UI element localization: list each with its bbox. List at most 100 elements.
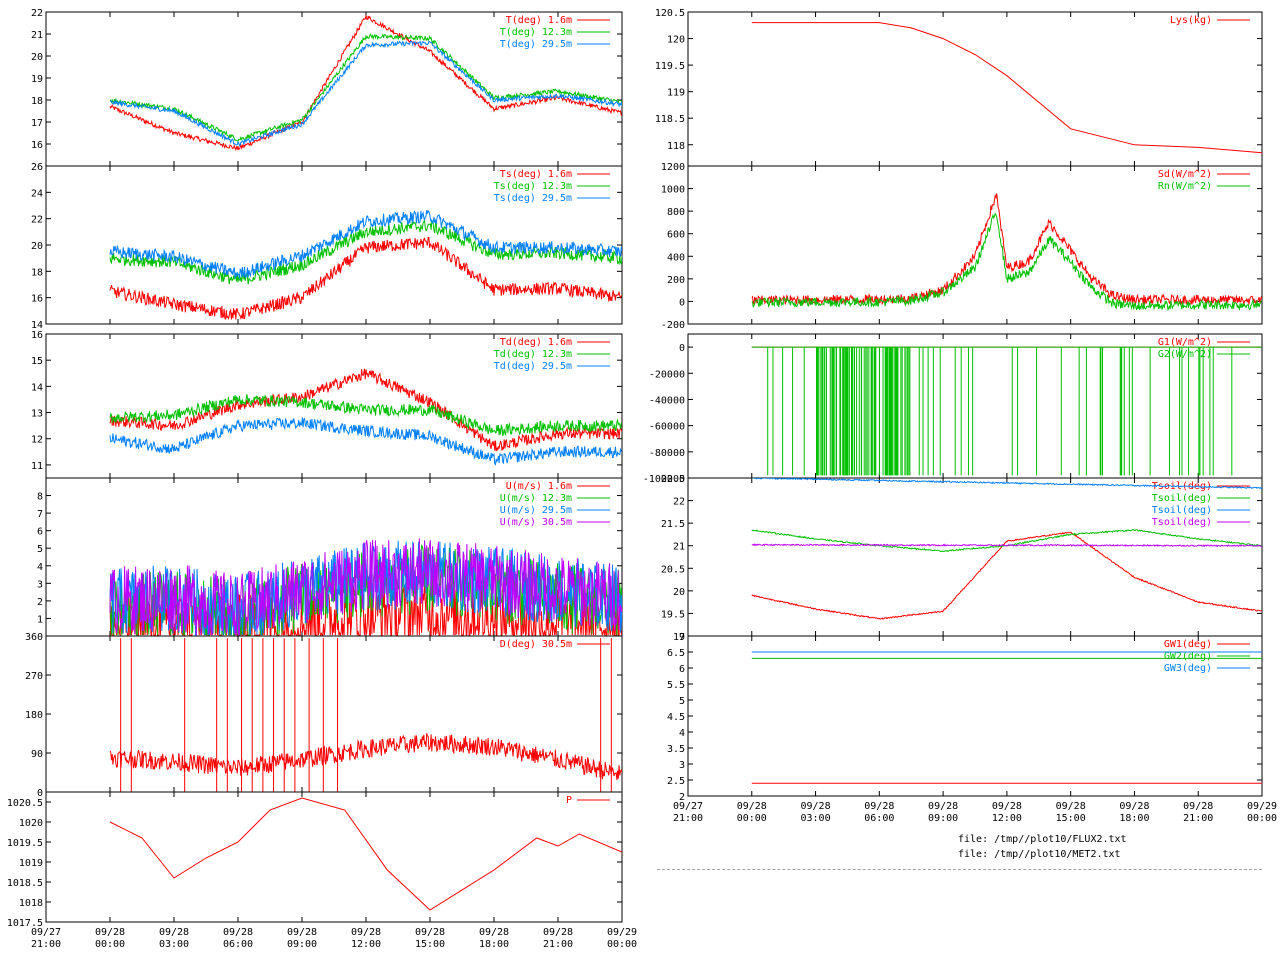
legend-label: GW3(deg) xyxy=(1164,663,1212,674)
x-tick-date: 09/28 xyxy=(351,927,381,938)
plot-frame xyxy=(687,11,1263,167)
x-tick-date: 09/28 xyxy=(864,801,894,812)
y-tick-label: 7 xyxy=(679,632,685,643)
chart-panel-u: 1 2 3 4 5 6 7 8 U(m/s) 1.6mU(m/s) 12.3mU(m/s) 29… xyxy=(37,477,623,637)
x-tick-date: 09/27 xyxy=(31,927,61,938)
y-tick-label: 19.5 xyxy=(661,609,685,620)
y-tick-label: 119 xyxy=(667,88,685,99)
legend-label: Rn(W/m^2) xyxy=(1158,181,1212,192)
y-tick-label: 12 xyxy=(31,435,43,446)
y-tick-label: 13 xyxy=(31,409,43,420)
y-tick-label: 1019.5 xyxy=(7,838,43,849)
y-tick-label: 3 xyxy=(37,579,43,590)
chart-panel-gw: 22.533.544.555.566.5709/2721:0009/2800:0… xyxy=(667,632,1277,824)
x-tick-date: 09/28 xyxy=(287,927,317,938)
legend-label: Ts(deg) 1.6m xyxy=(500,169,572,180)
y-tick-label: 800 xyxy=(667,207,685,218)
y-tick-label: 360 xyxy=(25,632,43,643)
chart-panel-rad: -200 0 200 400 600 800 1000 1200 Sd(W/m^2)Rn(W/m… xyxy=(661,162,1263,331)
y-tick-label: 3 xyxy=(679,760,685,771)
plot-frame xyxy=(45,791,623,923)
y-tick-label: 5.5 xyxy=(667,680,685,691)
y-tick-label: 16 xyxy=(31,140,43,151)
x-tick-time: 18:00 xyxy=(479,939,509,950)
x-tick-date: 09/28 xyxy=(223,927,253,938)
legend-label: Tsoil(deg) xyxy=(1152,493,1212,504)
y-tick-label: -20000 xyxy=(649,369,685,380)
y-tick-label: 3.5 xyxy=(667,744,685,755)
y-tick-label: 600 xyxy=(667,230,685,241)
y-tick-label: 21 xyxy=(31,30,43,41)
x-tick-date: 09/28 xyxy=(95,927,125,938)
y-tick-label: 1018 xyxy=(19,898,43,909)
legend-label: Ts(deg) 29.5m xyxy=(494,193,572,204)
y-tick-label: 22 xyxy=(673,497,685,508)
legend-label: Td(deg) 12.3m xyxy=(494,349,572,360)
y-tick-label: 6 xyxy=(679,664,685,675)
legend-label: GW1(deg) xyxy=(1164,639,1212,650)
x-tick-time: 21:00 xyxy=(31,939,61,950)
chart-panel-d: 0 90 180 270 360 D(deg) 30.5m xyxy=(25,632,623,799)
x-tick-time: 03:00 xyxy=(159,939,189,950)
y-tick-label: 11 xyxy=(31,461,43,472)
chart-panel-t: 16 17 18 19 20 21 22 T(deg) 1.6mT(deg) 12.3mT(d… xyxy=(31,8,623,167)
y-tick-label: 18 xyxy=(31,267,43,278)
x-tick-time: 00:00 xyxy=(607,939,637,950)
series-line-tsoil-3 xyxy=(751,543,1262,548)
y-tick-label: 400 xyxy=(667,252,685,263)
x-tick-time: 18:00 xyxy=(1119,813,1149,824)
legend-label: G1(W/m^2) xyxy=(1158,337,1212,348)
y-tick-label: 15 xyxy=(31,356,43,367)
y-tick-label: 22 xyxy=(31,8,43,19)
series-line-t-2 xyxy=(109,40,622,147)
legend-label: GW2(deg) xyxy=(1164,651,1212,662)
y-tick-label: 20 xyxy=(673,587,685,598)
footer-divider xyxy=(657,869,1262,870)
x-tick-time: 06:00 xyxy=(223,939,253,950)
y-tick-label: 20 xyxy=(31,241,43,252)
x-tick-time: 12:00 xyxy=(351,939,381,950)
y-tick-label: 24 xyxy=(31,188,43,199)
y-tick-label: 7 xyxy=(37,509,43,520)
chart-panel-p: 1017.5 1018 1018.5 1019 1019.5 1020 1020.5 09/2… xyxy=(7,791,637,950)
series-line-ts-2 xyxy=(109,209,622,279)
x-tick-date: 09/28 xyxy=(415,927,445,938)
y-tick-label: 118.5 xyxy=(655,114,685,125)
plot-frame xyxy=(687,165,1263,325)
x-tick-date: 09/29 xyxy=(607,927,637,938)
legend-label: U(m/s) 1.6m xyxy=(506,481,572,492)
y-tick-label: 6.5 xyxy=(667,648,685,659)
series-line-tsoil-1 xyxy=(751,528,1262,553)
y-tick-label: 26 xyxy=(31,162,43,173)
x-tick-date: 09/28 xyxy=(543,927,573,938)
y-tick-label: 16 xyxy=(31,330,43,341)
series-line-u-3 xyxy=(109,538,622,636)
y-tick-label: 1020 xyxy=(19,818,43,829)
y-tick-label: 14 xyxy=(31,382,43,393)
legend-label: U(m/s) 29.5m xyxy=(500,505,572,516)
x-tick-time: 12:00 xyxy=(992,813,1022,824)
chart-panel-tsoil: 1919.52020.52121.52222.5Tsoil(deg)Tsoil(… xyxy=(661,474,1263,643)
x-tick-time: 21:00 xyxy=(1183,813,1213,824)
y-tick-label: 5 xyxy=(679,696,685,707)
y-tick-label: 20.5 xyxy=(661,564,685,575)
y-tick-label: 1020.5 xyxy=(7,798,43,809)
x-tick-date: 09/28 xyxy=(1056,801,1086,812)
x-tick-time: 09:00 xyxy=(287,939,317,950)
x-tick-date: 09/28 xyxy=(928,801,958,812)
y-tick-label: 1 xyxy=(37,614,43,625)
y-tick-label: 22.5 xyxy=(661,474,685,485)
y-tick-label: 180 xyxy=(25,710,43,721)
footer-file-flux: file: /tmp//plot10/FLUX2.txt xyxy=(958,834,1127,845)
series-line-d-0 xyxy=(109,732,622,781)
y-tick-label: 1019 xyxy=(19,858,43,869)
series-line-rad-0 xyxy=(751,193,1262,307)
y-tick-label: 0 xyxy=(679,343,685,354)
chart-panel-g: -100000 -80000 -60000 -40000 -20000 0 G1(W/m^2… xyxy=(643,333,1263,485)
y-tick-label: 1018.5 xyxy=(7,878,43,889)
y-tick-label: 16 xyxy=(31,294,43,305)
x-tick-time: 15:00 xyxy=(415,939,445,950)
x-tick-time: 09:00 xyxy=(928,813,958,824)
